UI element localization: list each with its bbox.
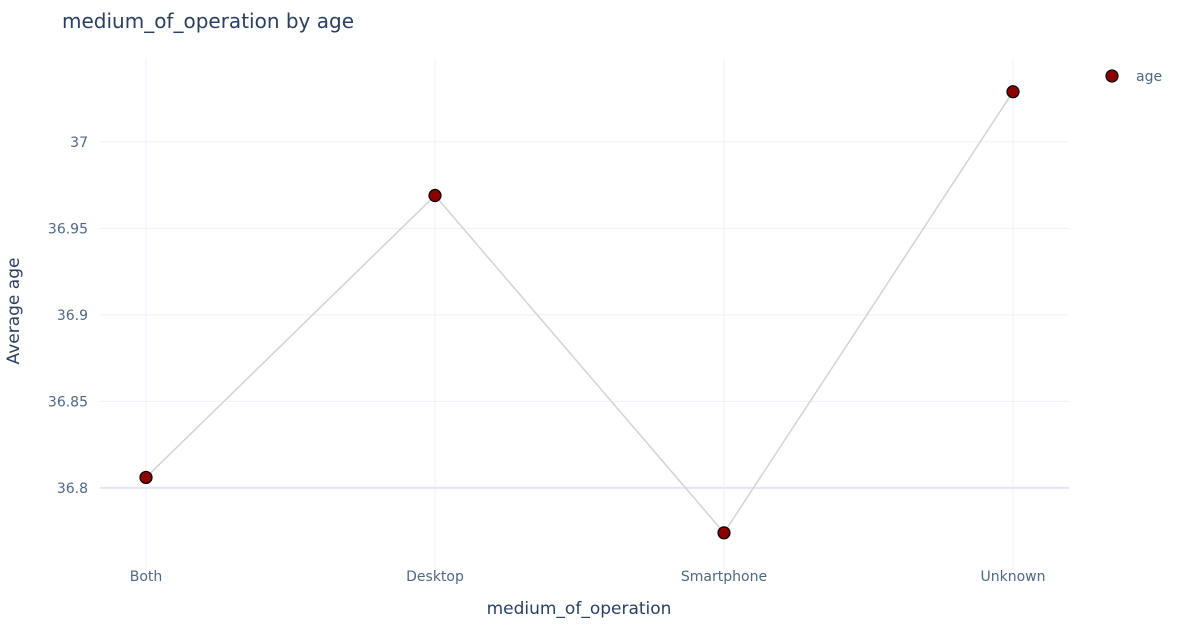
data-point: [428, 188, 442, 203]
y-tick-label: 36.85: [48, 394, 88, 410]
x-tick-label: Unknown: [981, 569, 1046, 585]
x-tick-label: Desktop: [406, 569, 464, 585]
data-point: [139, 470, 153, 485]
series-line: [145, 91, 1014, 535]
legend[interactable]: age: [1105, 69, 1162, 85]
y-tick-label: 36.8: [57, 481, 88, 497]
y-axis-title: Average age: [4, 258, 24, 365]
y-tick-labels: 36.8 36.85 36.9 36.95 37: [48, 135, 88, 497]
data-point: [1006, 85, 1020, 99]
series-group: [139, 85, 1020, 540]
y-tick-label: 36.9: [57, 308, 88, 324]
x-tick-label: Smartphone: [681, 569, 767, 585]
legend-label: age: [1136, 69, 1162, 85]
chart-title: medium_of_operation by age: [62, 9, 354, 33]
data-point: [717, 526, 731, 540]
legend-marker: [1105, 69, 1119, 83]
x-tick-labels: Both Desktop Smartphone Unknown: [130, 569, 1046, 585]
x-tick-label: Both: [130, 569, 163, 585]
y-tick-label: 37: [70, 135, 88, 151]
x-axis-title: medium_of_operation: [487, 599, 672, 619]
grid: [100, 58, 1069, 570]
y-tick-label: 36.95: [48, 221, 88, 237]
